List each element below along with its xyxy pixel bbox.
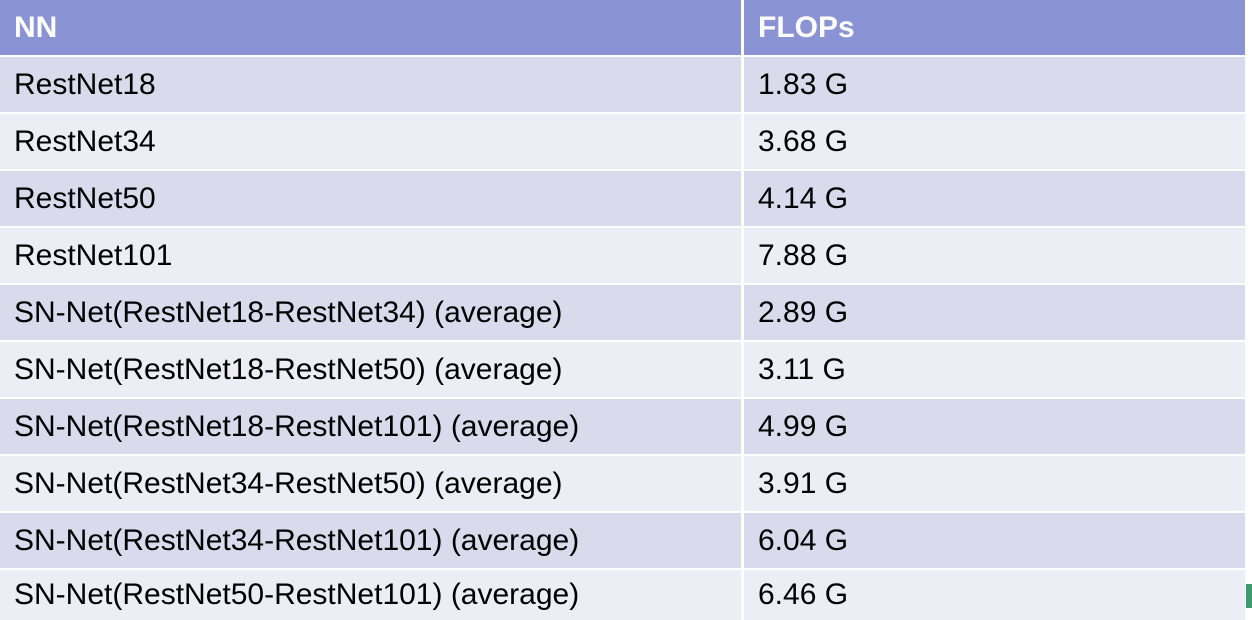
cell-nn: RestNet18 (0, 57, 741, 112)
cell-flops: 6.46 G (744, 570, 1245, 620)
cell-flops: 3.91 G (744, 456, 1245, 511)
cell-flops: 1.83 G (744, 57, 1245, 112)
window-edge (1245, 0, 1252, 620)
cell-flops: 2.89 G (744, 285, 1245, 340)
cell-flops: 3.68 G (744, 114, 1245, 169)
cell-nn: SN-Net(RestNet34-RestNet101) (average) (0, 513, 741, 568)
header-nn: NN (0, 0, 741, 55)
cell-nn: RestNet34 (0, 114, 741, 169)
cell-flops: 4.14 G (744, 171, 1245, 226)
table-row: SN-Net(RestNet18-RestNet34) (average) 2.… (0, 285, 1245, 340)
cell-flops: 3.11 G (744, 342, 1245, 397)
table-row: SN-Net(RestNet18-RestNet50) (average) 3.… (0, 342, 1245, 397)
cell-flops: 7.88 G (744, 228, 1245, 283)
table-row: SN-Net(RestNet50-RestNet101) (average) 6… (0, 570, 1245, 620)
table-row: SN-Net(RestNet18-RestNet101) (average) 4… (0, 399, 1245, 454)
table-row: RestNet101 7.88 G (0, 228, 1245, 283)
cell-nn: SN-Net(RestNet18-RestNet34) (average) (0, 285, 741, 340)
table-row: SN-Net(RestNet34-RestNet101) (average) 6… (0, 513, 1245, 568)
cell-nn: SN-Net(RestNet34-RestNet50) (average) (0, 456, 741, 511)
cell-nn: SN-Net(RestNet18-RestNet50) (average) (0, 342, 741, 397)
cell-nn: SN-Net(RestNet18-RestNet101) (average) (0, 399, 741, 454)
table-row: SN-Net(RestNet34-RestNet50) (average) 3.… (0, 456, 1245, 511)
cell-flops: 6.04 G (744, 513, 1245, 568)
cell-flops: 4.99 G (744, 399, 1245, 454)
header-flops: FLOPs (744, 0, 1245, 55)
table-row: RestNet34 3.68 G (0, 114, 1245, 169)
cell-nn: RestNet101 (0, 228, 741, 283)
cell-nn: RestNet50 (0, 171, 741, 226)
cell-nn: SN-Net(RestNet50-RestNet101) (average) (0, 570, 741, 620)
edge-marker (1246, 584, 1252, 608)
table-header-row: NN FLOPs (0, 0, 1245, 55)
table-row: RestNet50 4.14 G (0, 171, 1245, 226)
table-row: RestNet18 1.83 G (0, 57, 1245, 112)
